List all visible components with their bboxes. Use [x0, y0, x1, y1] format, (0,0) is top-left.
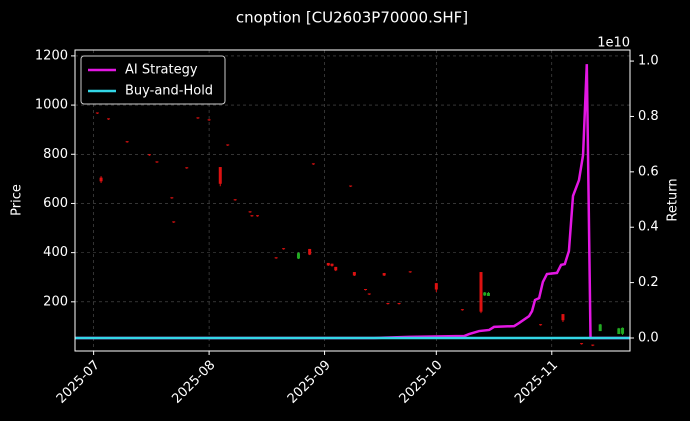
candle-body — [349, 185, 353, 187]
chart-title: cnoption [CU2603P70000.SHF] — [236, 9, 468, 27]
candle-body — [172, 221, 176, 223]
candle-body — [107, 118, 111, 120]
candle-body — [364, 289, 368, 291]
y2-tick-label: 1.0 — [638, 54, 659, 69]
candle-body — [218, 167, 222, 184]
candle-body — [382, 273, 386, 276]
candle-body — [207, 119, 211, 121]
y-tick-label: 1000 — [35, 98, 68, 113]
candle-body — [233, 199, 237, 201]
return-line — [75, 64, 630, 340]
candle-body — [147, 154, 151, 156]
candle-body — [274, 257, 278, 259]
candle-body — [99, 177, 103, 182]
candle-body — [296, 253, 300, 259]
candle-body — [591, 344, 595, 346]
y2-tick-label: 0.8 — [638, 109, 659, 124]
candle-body — [483, 292, 487, 296]
candle-body — [352, 272, 356, 276]
y-axis-label: Price — [10, 184, 25, 216]
y2-axis-label: Return — [666, 178, 681, 221]
candle-body — [226, 144, 230, 146]
candle-body — [460, 309, 464, 311]
y2-tick-label: 0.6 — [638, 164, 659, 179]
candle-body — [330, 263, 334, 266]
y2-tick-label: 0.4 — [638, 220, 659, 235]
y2-tick-label: 0.2 — [638, 275, 659, 290]
candle-body — [185, 167, 189, 169]
candle-body — [308, 248, 312, 255]
y-tick-label: 200 — [43, 294, 68, 309]
candle-body — [248, 211, 252, 213]
candle-body — [196, 117, 200, 119]
candle-body — [598, 324, 602, 332]
candle-body — [486, 292, 490, 296]
candle-body — [282, 248, 286, 250]
y-tick-label: 1200 — [35, 48, 68, 63]
candle-body — [250, 215, 254, 217]
legend-label: AI Strategy — [125, 63, 198, 78]
candle-body — [479, 272, 483, 312]
candle-body — [367, 293, 371, 295]
legend-box — [80, 55, 226, 105]
candle-body — [155, 161, 159, 163]
legend-label: Buy-and-Hold — [125, 84, 213, 99]
y-tick-label: 400 — [43, 245, 68, 260]
y2-offset-label: 1e10 — [597, 36, 630, 51]
candle-body — [125, 141, 129, 143]
candle-body — [617, 328, 621, 335]
candle-body — [561, 314, 565, 321]
candle-body — [408, 271, 412, 273]
candle-body — [311, 163, 315, 165]
candle-body — [334, 266, 338, 271]
candle-body — [326, 262, 330, 266]
y2-tick-label: 0.0 — [638, 330, 659, 345]
candle-body — [580, 343, 584, 345]
candle-body — [256, 215, 260, 217]
candle-body — [95, 112, 99, 114]
candle-body — [621, 327, 625, 334]
y-tick-label: 600 — [43, 196, 68, 211]
plot-frame — [74, 49, 631, 352]
candle-body — [386, 303, 390, 305]
candle-body — [397, 303, 401, 305]
y-tick-label: 800 — [43, 147, 68, 162]
candle-body — [170, 197, 174, 199]
candle-body — [434, 283, 438, 290]
candle-body — [539, 324, 543, 326]
